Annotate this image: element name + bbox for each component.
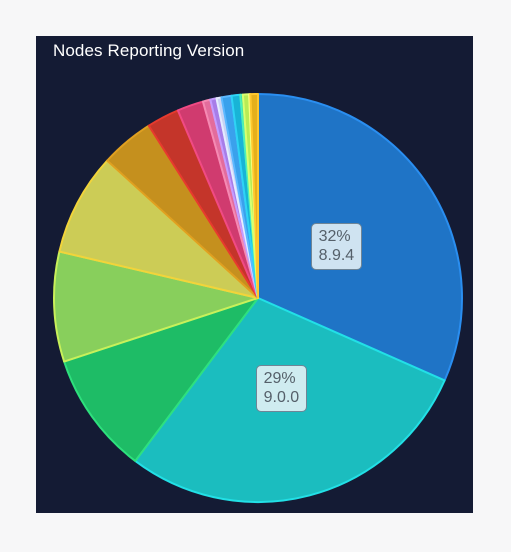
- slice-data-label: 29% 9.0.0: [255, 365, 308, 413]
- pie-chart: [53, 92, 463, 503]
- chart-title: Nodes Reporting Version: [53, 41, 245, 60]
- pie-slice-4[interactable]: [58, 159, 259, 299]
- pie-slice-3[interactable]: [53, 250, 259, 363]
- slice-percent: 32%: [318, 228, 351, 246]
- pie-slice-16[interactable]: [249, 92, 259, 299]
- slice-label: 9.0.0: [263, 389, 300, 407]
- chart-card: Nodes Reporting Version 32% 8.9.4 29% 9.0.0: [36, 36, 473, 513]
- slice-label: 8.9.4: [318, 247, 355, 265]
- pie-slice-2[interactable]: [63, 297, 259, 462]
- slice-data-label: 32% 8.9.4: [310, 223, 363, 271]
- slice-percent: 29%: [263, 370, 296, 388]
